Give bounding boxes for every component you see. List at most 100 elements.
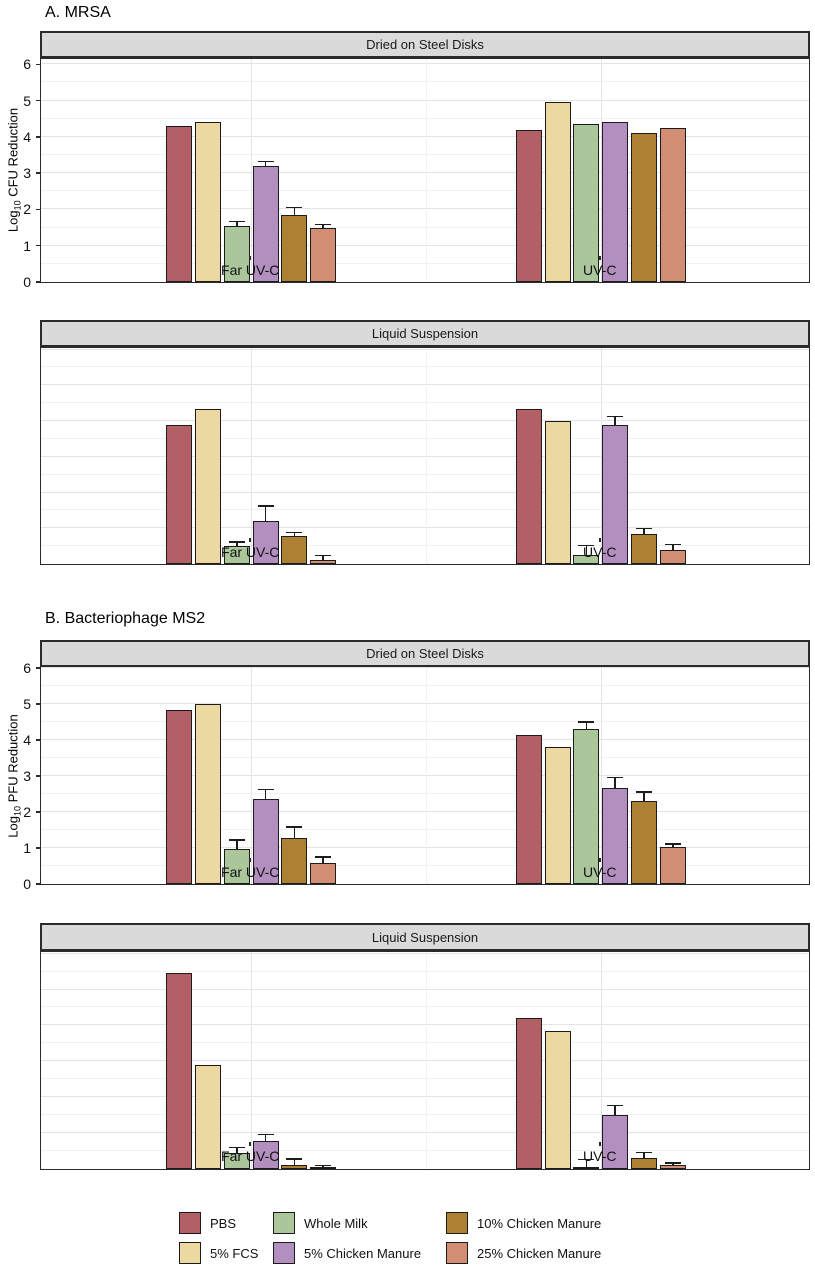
gridline bbox=[41, 721, 809, 723]
plot-area: 0 1 2 3 4 5 6 bbox=[23, 56, 810, 290]
x-category-label: Far UV-C bbox=[221, 1148, 280, 1164]
error-bar bbox=[293, 533, 296, 538]
gridline bbox=[41, 244, 809, 246]
x-axis-tick bbox=[249, 256, 251, 260]
facet-strip-label: Liquid Suspension bbox=[40, 320, 810, 347]
gridline bbox=[41, 1114, 809, 1116]
panel-mrsa-steel: Dried on Steel Disks 0 1 2 3 4 5 6 Far UV-C UV-C bbox=[23, 31, 810, 290]
bar-25-chicken-manure-far-uv-c bbox=[310, 863, 337, 884]
gridline bbox=[41, 63, 809, 65]
bar-5-fcs-far-uv-c bbox=[195, 1064, 221, 1169]
error-bar bbox=[585, 1160, 588, 1168]
bar-5-chicken-manure-far-uv-c bbox=[252, 165, 279, 282]
bar-10-chicken-manure-uv-c bbox=[630, 133, 657, 282]
error-bar bbox=[672, 1163, 674, 1167]
error-bar bbox=[322, 225, 324, 229]
error-bar-cap bbox=[257, 505, 274, 507]
y-tick-label: 2 bbox=[23, 201, 31, 218]
error-bar bbox=[614, 417, 616, 426]
panel-ms2-liquid: Liquid Suspension Far UV-C UV-C bbox=[40, 923, 810, 1170]
y-tick-label: 5 bbox=[23, 696, 31, 713]
error-bar bbox=[236, 840, 238, 850]
bar-25-chicken-manure-uv-c bbox=[659, 846, 686, 884]
y-axis-label-text: PFU Reduction bbox=[5, 714, 21, 807]
gridline bbox=[41, 491, 809, 493]
y-tick-label: 1 bbox=[23, 237, 31, 254]
gridline bbox=[41, 739, 809, 741]
gridline bbox=[41, 1132, 809, 1134]
gridline bbox=[41, 667, 809, 669]
legend-item-5-chicken-manure: 5% Chicken Manure bbox=[273, 1242, 421, 1264]
error-bar bbox=[585, 546, 588, 557]
error-bar-cap bbox=[228, 220, 245, 223]
gridline bbox=[41, 1006, 809, 1008]
gridline bbox=[251, 668, 253, 884]
error-bar bbox=[264, 162, 267, 167]
gridline bbox=[41, 757, 809, 759]
panel-mrsa-liquid: Liquid Suspension Far UV-C UV-C bbox=[40, 320, 810, 565]
error-bar bbox=[293, 1159, 296, 1167]
gridline bbox=[41, 829, 809, 831]
gridline bbox=[41, 509, 809, 511]
gridline bbox=[41, 545, 809, 547]
bar-pbs-far-uv-c bbox=[166, 973, 193, 1169]
error-bar-cap bbox=[286, 826, 303, 828]
bar-whole-milk-far-uv-c bbox=[223, 225, 250, 282]
gridline bbox=[41, 473, 809, 475]
error-bar bbox=[672, 844, 674, 848]
gridline bbox=[41, 1024, 809, 1026]
y-tick-label: 3 bbox=[23, 165, 31, 182]
error-bar bbox=[614, 778, 616, 789]
error-bar bbox=[643, 792, 645, 803]
gridline bbox=[41, 952, 809, 954]
y-axis-tick bbox=[36, 775, 40, 777]
bar-whole-milk-uv-c bbox=[573, 124, 600, 282]
gridline bbox=[41, 1096, 809, 1098]
error-bar bbox=[264, 506, 267, 523]
error-bar-cap bbox=[228, 541, 245, 543]
error-bar-cap bbox=[607, 415, 624, 418]
error-bar-cap bbox=[664, 1162, 681, 1164]
y-tick-label: 6 bbox=[23, 56, 31, 73]
bar-5-fcs-uv-c bbox=[544, 102, 571, 282]
gridline bbox=[41, 135, 809, 137]
legend-item-whole-milk: Whole Milk bbox=[273, 1212, 421, 1234]
gridline bbox=[41, 793, 809, 795]
bar-10-chicken-manure-uv-c bbox=[630, 801, 657, 884]
gridline bbox=[41, 81, 809, 83]
error-bar bbox=[322, 1166, 324, 1168]
gridline bbox=[41, 190, 809, 192]
gridline bbox=[600, 348, 602, 564]
legend-key-swatch bbox=[446, 1212, 468, 1234]
gridline bbox=[41, 348, 809, 350]
error-bar bbox=[236, 222, 238, 227]
error-bar-cap bbox=[635, 1151, 652, 1154]
x-axis-tick bbox=[249, 538, 251, 542]
y-axis-tick bbox=[36, 703, 40, 705]
plot-area bbox=[40, 951, 810, 1170]
gridline bbox=[251, 348, 253, 564]
bar-pbs-uv-c bbox=[515, 1018, 542, 1169]
gridline bbox=[41, 262, 809, 264]
error-bar bbox=[322, 556, 324, 562]
facet-strip-label: Dried on Steel Disks bbox=[40, 31, 810, 58]
legend-column: PBS 5% FCS bbox=[179, 1212, 258, 1272]
y-axis-tick bbox=[36, 667, 40, 669]
x-category-label: UV-C bbox=[583, 262, 617, 278]
gridline bbox=[41, 811, 809, 813]
bar-pbs-uv-c bbox=[515, 129, 542, 282]
gridline bbox=[600, 59, 602, 282]
plot-area: 0 1 2 3 4 5 6 bbox=[23, 660, 810, 892]
bar-5-fcs-uv-c bbox=[544, 1030, 571, 1169]
error-bar-cap bbox=[607, 776, 624, 779]
error-bar bbox=[643, 529, 645, 535]
gridline bbox=[41, 865, 809, 867]
plot-area bbox=[40, 347, 810, 565]
gridline bbox=[426, 348, 427, 564]
gridline bbox=[41, 685, 809, 687]
error-bar-cap bbox=[286, 206, 303, 209]
error-bar-cap bbox=[315, 856, 332, 858]
error-bar bbox=[293, 827, 296, 840]
gridline bbox=[251, 59, 253, 282]
error-bar bbox=[236, 542, 238, 548]
